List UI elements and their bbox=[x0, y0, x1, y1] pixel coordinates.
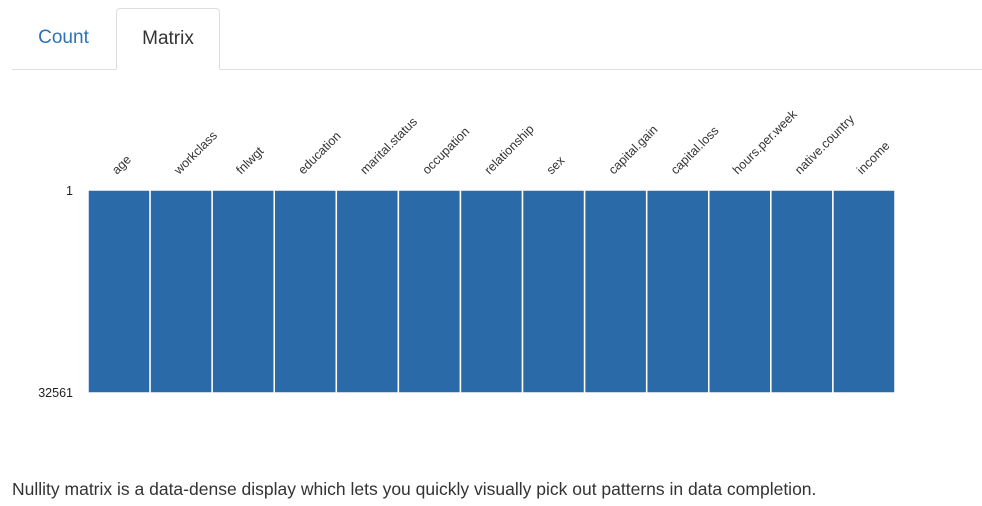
matrix-column-sex bbox=[521, 189, 586, 394]
matrix-column-capital-loss bbox=[645, 189, 710, 394]
matrix-column-income bbox=[832, 189, 896, 394]
column-label-marital-status: marital.status bbox=[358, 115, 420, 177]
matrix-column-occupation bbox=[397, 189, 462, 394]
column-label-capital-loss: capital.loss bbox=[668, 123, 722, 177]
matrix-column-education bbox=[273, 189, 338, 394]
matrix-columns bbox=[87, 189, 896, 394]
row-label-last: 32561 bbox=[38, 386, 73, 400]
row-label-first: 1 bbox=[66, 184, 73, 198]
matrix-column-native-country bbox=[770, 189, 834, 394]
column-label-income: income bbox=[854, 139, 892, 177]
column-label-relationship: relationship bbox=[482, 122, 537, 177]
matrix-column-capital-gain bbox=[583, 189, 648, 394]
column-label-workclass: workclass bbox=[171, 128, 220, 177]
matrix-column-relationship bbox=[459, 189, 524, 394]
matrix-column-marital-status bbox=[335, 189, 400, 394]
tab-count[interactable]: Count bbox=[38, 27, 89, 48]
column-label-native-country: native.country bbox=[792, 112, 857, 177]
column-labels: age workclass fnlwgt education marital.statu… bbox=[109, 107, 892, 178]
nullity-matrix-chart: age workclass fnlwgt education marital.statu… bbox=[38, 107, 896, 400]
matrix-column-hours-per-week bbox=[708, 189, 772, 394]
matrix-column-age bbox=[87, 189, 151, 394]
matrix-column-workclass bbox=[149, 189, 213, 394]
column-label-occupation: occupation bbox=[420, 124, 473, 177]
column-label-age: age bbox=[109, 152, 134, 177]
tab-bar: Count Matrix bbox=[12, 8, 982, 70]
column-label-fnlwgt: fnlwgt bbox=[233, 144, 266, 177]
column-label-hours-per-week: hours.per.week bbox=[730, 107, 800, 177]
column-label-education: education bbox=[295, 129, 343, 177]
matrix-column-fnlwgt bbox=[211, 189, 275, 394]
column-label-sex: sex bbox=[544, 153, 568, 177]
tab-matrix[interactable]: Matrix bbox=[116, 8, 220, 70]
column-label-capital-gain: capital.gain bbox=[606, 122, 661, 177]
description-text: Nullity matrix is a data-dense display w… bbox=[12, 479, 817, 499]
